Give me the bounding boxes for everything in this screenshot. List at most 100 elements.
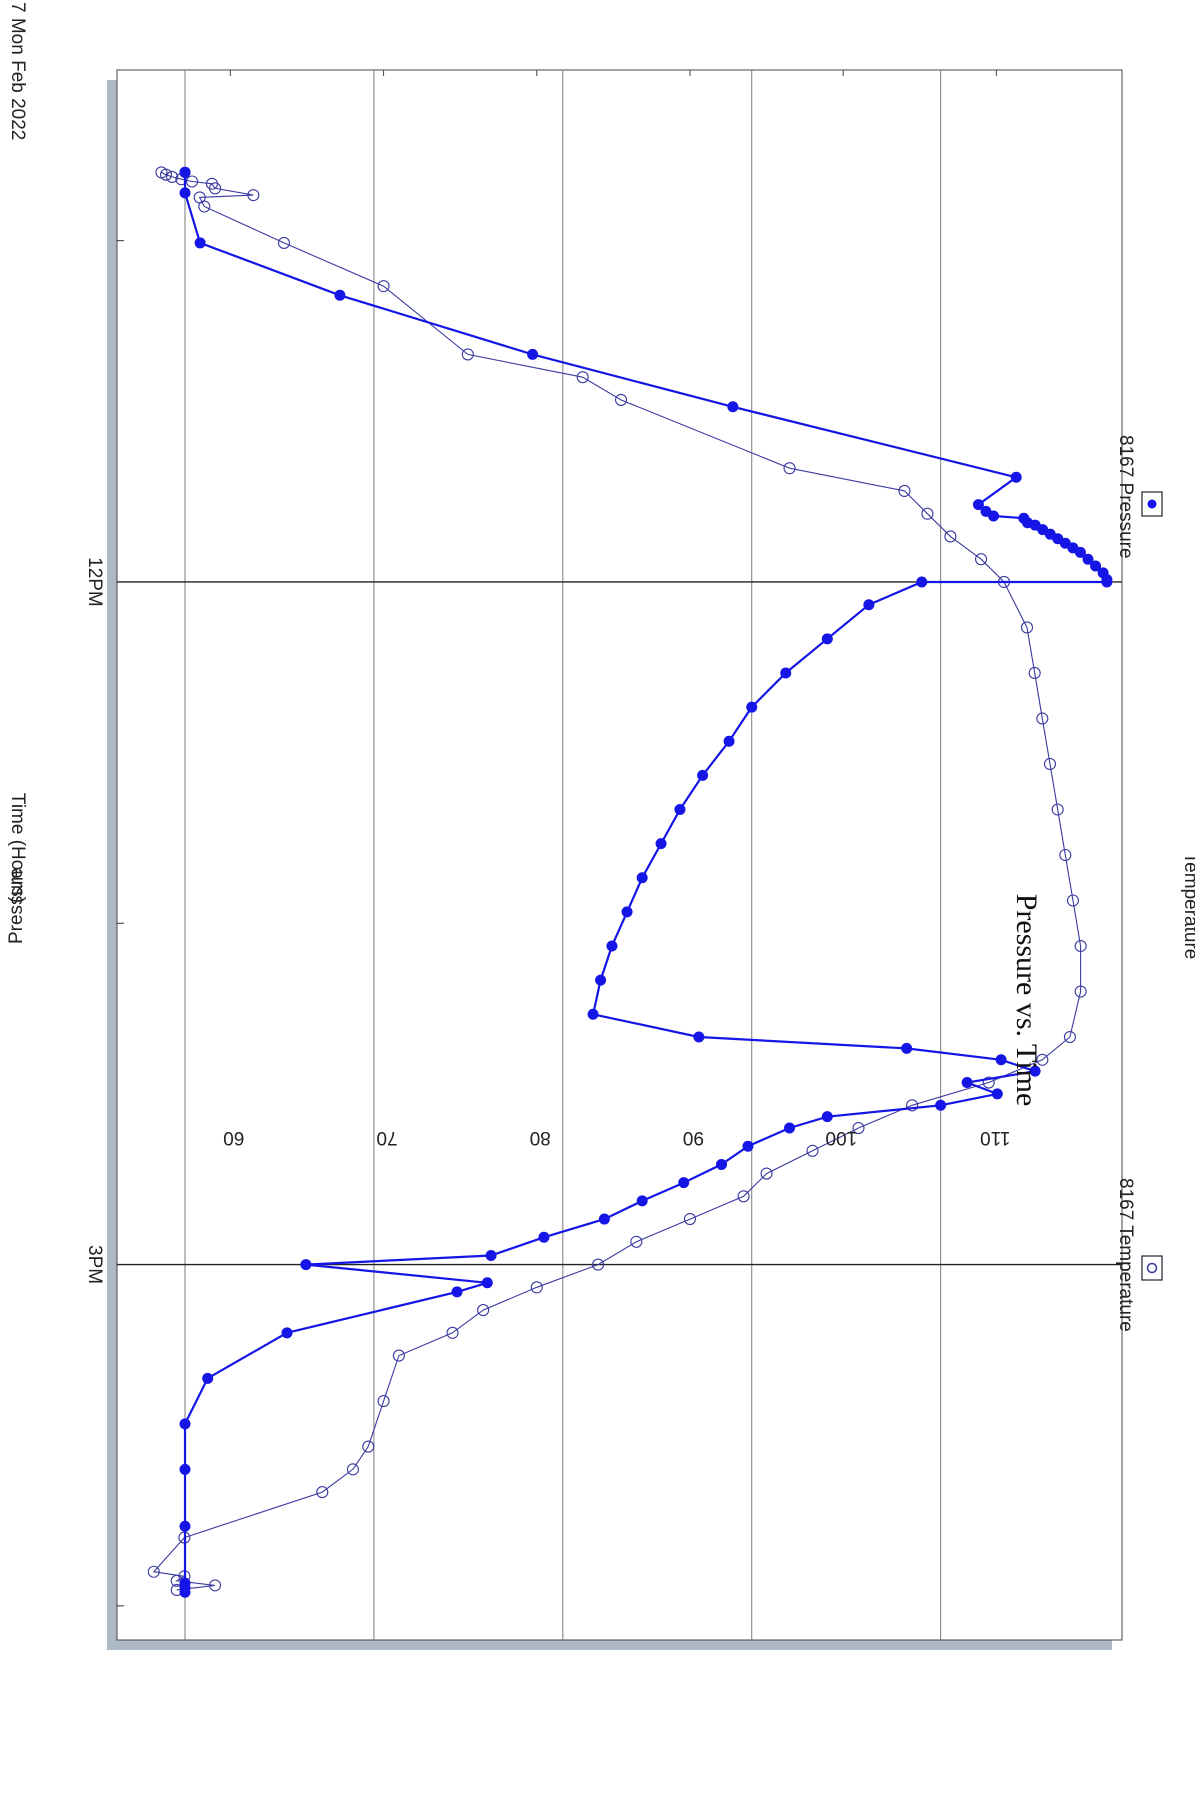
temperature-point <box>760 1167 773 1180</box>
temperature-point <box>1063 1030 1076 1044</box>
temperature-point <box>1066 894 1080 907</box>
legend-temperature-label: 8167 Temperature <box>1115 1178 1136 1332</box>
pressure-point <box>1082 553 1094 565</box>
pressure-point <box>538 1231 550 1243</box>
pressure-point <box>723 735 735 747</box>
temperature-point <box>392 1349 405 1362</box>
temperature-point <box>614 393 628 406</box>
pressure-point <box>179 187 191 199</box>
temperature-tick-label: 90 <box>683 1127 704 1148</box>
pressure-point <box>916 576 928 588</box>
temperature-point <box>208 1579 222 1592</box>
legend-temperature-swatch <box>1141 1255 1163 1281</box>
pressure-point <box>202 1372 214 1384</box>
pressure-point <box>674 803 686 815</box>
pressure-point <box>784 1122 796 1134</box>
temperature-tick-label: 110 <box>980 1127 1010 1148</box>
pressure-point <box>527 348 539 360</box>
pressure-point <box>595 974 607 986</box>
temperature-point <box>921 507 934 520</box>
temperature-point <box>898 484 911 497</box>
pressure-point <box>821 1111 833 1123</box>
pressure-point <box>179 1463 191 1475</box>
temperature-point <box>737 1190 750 1203</box>
temperature-point <box>852 1121 865 1135</box>
legend: 8167 Pressure 8167 Temperature <box>1115 435 1163 1332</box>
temperature-point <box>944 530 957 543</box>
pressure-point <box>598 1213 610 1225</box>
pressure-point <box>179 166 191 178</box>
pressure-point <box>746 701 758 713</box>
legend-pressure-label: 8167 Pressure <box>1115 435 1136 559</box>
pressure-point <box>780 667 792 679</box>
pressure-point <box>636 1195 648 1207</box>
temperature-point <box>1074 985 1087 998</box>
pressure-point <box>1029 1065 1041 1077</box>
temperature-line <box>152 171 1082 1591</box>
temperature-point <box>783 462 796 475</box>
pressure-point <box>1090 560 1102 572</box>
chart-title: Pressure vs. Time <box>1010 894 1043 1107</box>
temperature-point <box>461 348 474 361</box>
temperature-point <box>186 175 199 188</box>
pressure-point <box>179 1586 191 1598</box>
pressure-point <box>742 1140 754 1152</box>
pressure-point <box>451 1286 463 1298</box>
pressure-point <box>991 1088 1003 1100</box>
x-axis-title: Time (Hours) <box>7 793 28 903</box>
temperature-point <box>316 1486 329 1499</box>
temperature-tick-label: 60 <box>223 1127 244 1148</box>
x-tick-label: 3PM <box>84 1245 105 1284</box>
pressure-point <box>587 1008 599 1020</box>
left-axis-title: Pressure <box>6 868 27 944</box>
temperature-tick-label: 80 <box>530 1127 551 1148</box>
temperature-point <box>247 189 260 202</box>
temperature-point <box>477 1304 490 1317</box>
pressure-point <box>655 838 667 850</box>
pressure-point <box>481 1277 493 1289</box>
pressure-point <box>995 1054 1007 1066</box>
temperature-point <box>166 170 179 183</box>
temperature-point <box>159 168 173 181</box>
pressure-point <box>678 1177 690 1189</box>
temperature-point <box>576 371 589 384</box>
temperature-tick-label: 70 <box>376 1127 397 1148</box>
pressure-point <box>821 633 833 645</box>
pressure-point <box>935 1099 947 1111</box>
pressure-point <box>972 499 984 511</box>
axis-ticks: -05001000150020006070809010011012PM3PM <box>84 70 1010 1607</box>
pressure-point <box>179 1520 191 1532</box>
pressure-point <box>179 1418 191 1430</box>
temperature-point <box>1074 939 1087 953</box>
temperature-point <box>377 280 390 293</box>
right-axis-title: Temperature <box>1180 853 1195 960</box>
x-tick-label: 12PM <box>84 557 105 607</box>
pressure-series <box>179 166 1113 1598</box>
pressure-point <box>716 1158 728 1170</box>
pressure-point <box>863 599 875 611</box>
pressure-point <box>281 1327 293 1339</box>
legend-pressure-marker <box>1147 499 1157 509</box>
pressure-point <box>961 1077 973 1089</box>
temperature-point <box>1051 803 1064 816</box>
temperature-point <box>975 553 988 566</box>
temperature-point <box>1036 712 1049 725</box>
plot-frame <box>116 69 1123 1641</box>
temperature-point <box>1059 848 1072 862</box>
pressure-point <box>621 906 633 918</box>
temperature-point <box>1043 757 1057 771</box>
temperature-point <box>592 1258 605 1271</box>
temperature-tick-label: 100 <box>825 1127 857 1148</box>
pressure-point <box>636 872 648 884</box>
temperature-point <box>683 1213 697 1226</box>
legend-temperature-marker <box>1146 1262 1158 1274</box>
pressure-point <box>1074 546 1086 558</box>
temperature-point <box>147 1565 160 1578</box>
pressure-point <box>606 940 618 952</box>
pressure-point <box>693 1031 705 1043</box>
temperature-point <box>1028 666 1041 680</box>
pressure-point <box>485 1249 497 1261</box>
temperature-point <box>346 1463 359 1476</box>
pressure-point <box>988 510 1000 522</box>
temperature-point <box>446 1326 459 1339</box>
